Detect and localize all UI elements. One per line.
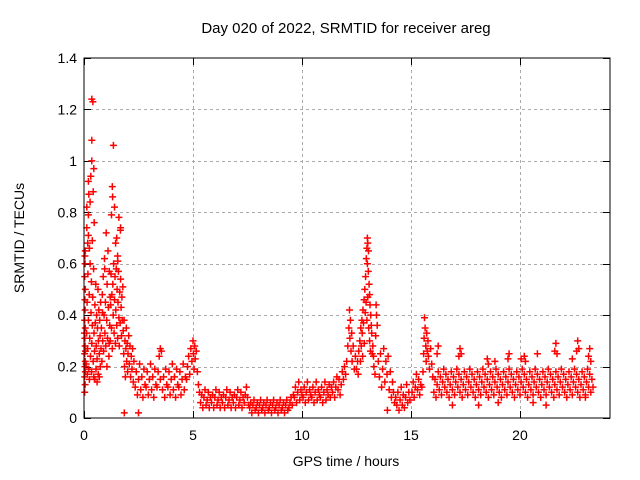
x-axis-title: GPS time / hours	[293, 453, 400, 469]
x-tick-label: 10	[294, 427, 310, 443]
y-axis-title: SRMTID / TECUs	[11, 183, 27, 293]
tick-labels: 0 5 10 15 20 0 0.2 0.4 0.6 0.8 1 1.2 1.4	[58, 50, 528, 443]
x-tick-label: 20	[512, 427, 528, 443]
x-tick-label: 5	[189, 427, 197, 443]
y-tick-label: 0.8	[58, 204, 78, 220]
scatter-points	[80, 95, 597, 417]
grid-path	[84, 58, 610, 418]
y-tick-label: 0.6	[58, 256, 78, 272]
x-tick-label: 15	[403, 427, 419, 443]
x-tick-label: 0	[80, 427, 88, 443]
chart-title: Day 020 of 2022, SRMTID for receiver are…	[201, 20, 490, 37]
grid-lines	[84, 58, 610, 418]
plot-border	[83, 57, 611, 419]
y-tick-label: 1.2	[58, 101, 78, 117]
y-tick-label: 0.2	[58, 359, 78, 375]
y-tick-label: 0	[69, 410, 77, 426]
y-tick-label: 1	[69, 153, 77, 169]
y-tick-label: 1.4	[58, 50, 78, 66]
y-tick-label: 0.4	[58, 307, 78, 323]
